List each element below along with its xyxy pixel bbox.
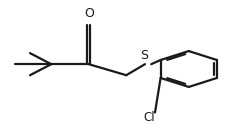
Text: S: S: [140, 49, 148, 62]
Text: Cl: Cl: [143, 112, 154, 124]
Text: O: O: [84, 7, 94, 20]
